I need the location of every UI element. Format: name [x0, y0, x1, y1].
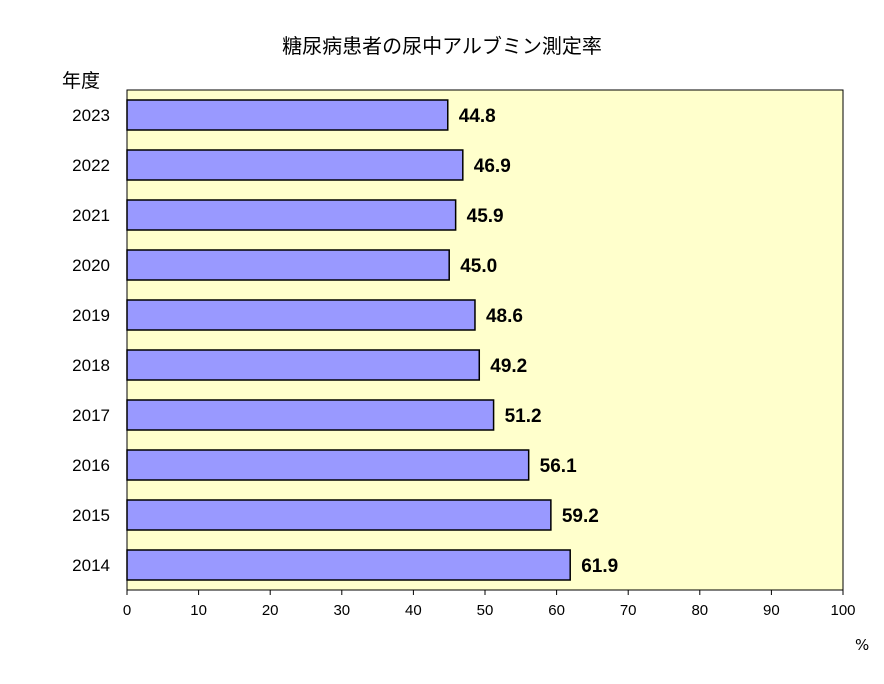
value-label-2016: 56.1: [540, 456, 577, 477]
category-label-2023: 2023: [72, 106, 110, 125]
value-label-2015: 59.2: [562, 506, 599, 527]
x-tick-label-40: 40: [405, 602, 422, 619]
category-label-2016: 2016: [72, 456, 110, 475]
category-label-2018: 2018: [72, 356, 110, 375]
bar-2017: [126, 399, 495, 431]
value-label-2017: 51.2: [505, 406, 542, 427]
x-tick-label-80: 80: [691, 602, 708, 619]
x-tick-label-10: 10: [190, 602, 207, 619]
bar-2020: [126, 249, 450, 281]
bar-2014: [126, 549, 571, 581]
bar-2018: [126, 349, 481, 381]
x-tick-label-70: 70: [620, 602, 637, 619]
value-label-2020: 45.0: [460, 256, 497, 277]
bars-layer: [126, 99, 571, 581]
category-label-2022: 2022: [72, 156, 110, 175]
bar-2021: [126, 199, 457, 231]
value-label-2019: 48.6: [486, 306, 523, 327]
value-label-2018: 49.2: [490, 356, 527, 377]
bar-2015: [126, 499, 552, 531]
value-label-2023: 44.8: [459, 106, 496, 127]
value-label-2022: 46.9: [474, 156, 511, 177]
bar-2023: [126, 99, 449, 131]
value-label-2021: 45.9: [467, 206, 504, 227]
category-label-2014: 2014: [72, 556, 110, 575]
chart-title: 糖尿病患者の尿中アルブミン測定率: [282, 34, 602, 58]
x-tick-label-30: 30: [333, 602, 350, 619]
category-label-2021: 2021: [72, 206, 110, 225]
x-tick-label-60: 60: [548, 602, 565, 619]
value-labels-layer: 44.8 46.9 45.9 45.0 48.6 49.2 51.2 56.1 59.2 61.9: [459, 106, 618, 577]
y-axis-title: 年度: [62, 70, 101, 92]
value-label-2014: 61.9: [581, 556, 618, 577]
category-label-2019: 2019: [72, 306, 110, 325]
category-label-2015: 2015: [72, 506, 110, 525]
x-axis-unit-label: %: [855, 636, 870, 654]
x-tick-label-0: 0: [123, 602, 131, 619]
x-tick-label-50: 50: [477, 602, 494, 619]
category-label-2017: 2017: [72, 406, 110, 425]
bar-2022: [126, 149, 464, 181]
category-label-2020: 2020: [72, 256, 110, 275]
x-tick-label-90: 90: [763, 602, 780, 619]
bar-2016: [126, 449, 530, 481]
x-axis: 0 10 20 30 40 50 60 70 80 90 100: [123, 589, 856, 619]
bar-2019: [126, 299, 476, 331]
x-tick-label-100: 100: [830, 602, 855, 619]
x-tick-label-20: 20: [262, 602, 279, 619]
category-labels-layer: 2023 2022 2021 2020 2019 2018 2017 2016 2015 2014: [72, 106, 110, 575]
